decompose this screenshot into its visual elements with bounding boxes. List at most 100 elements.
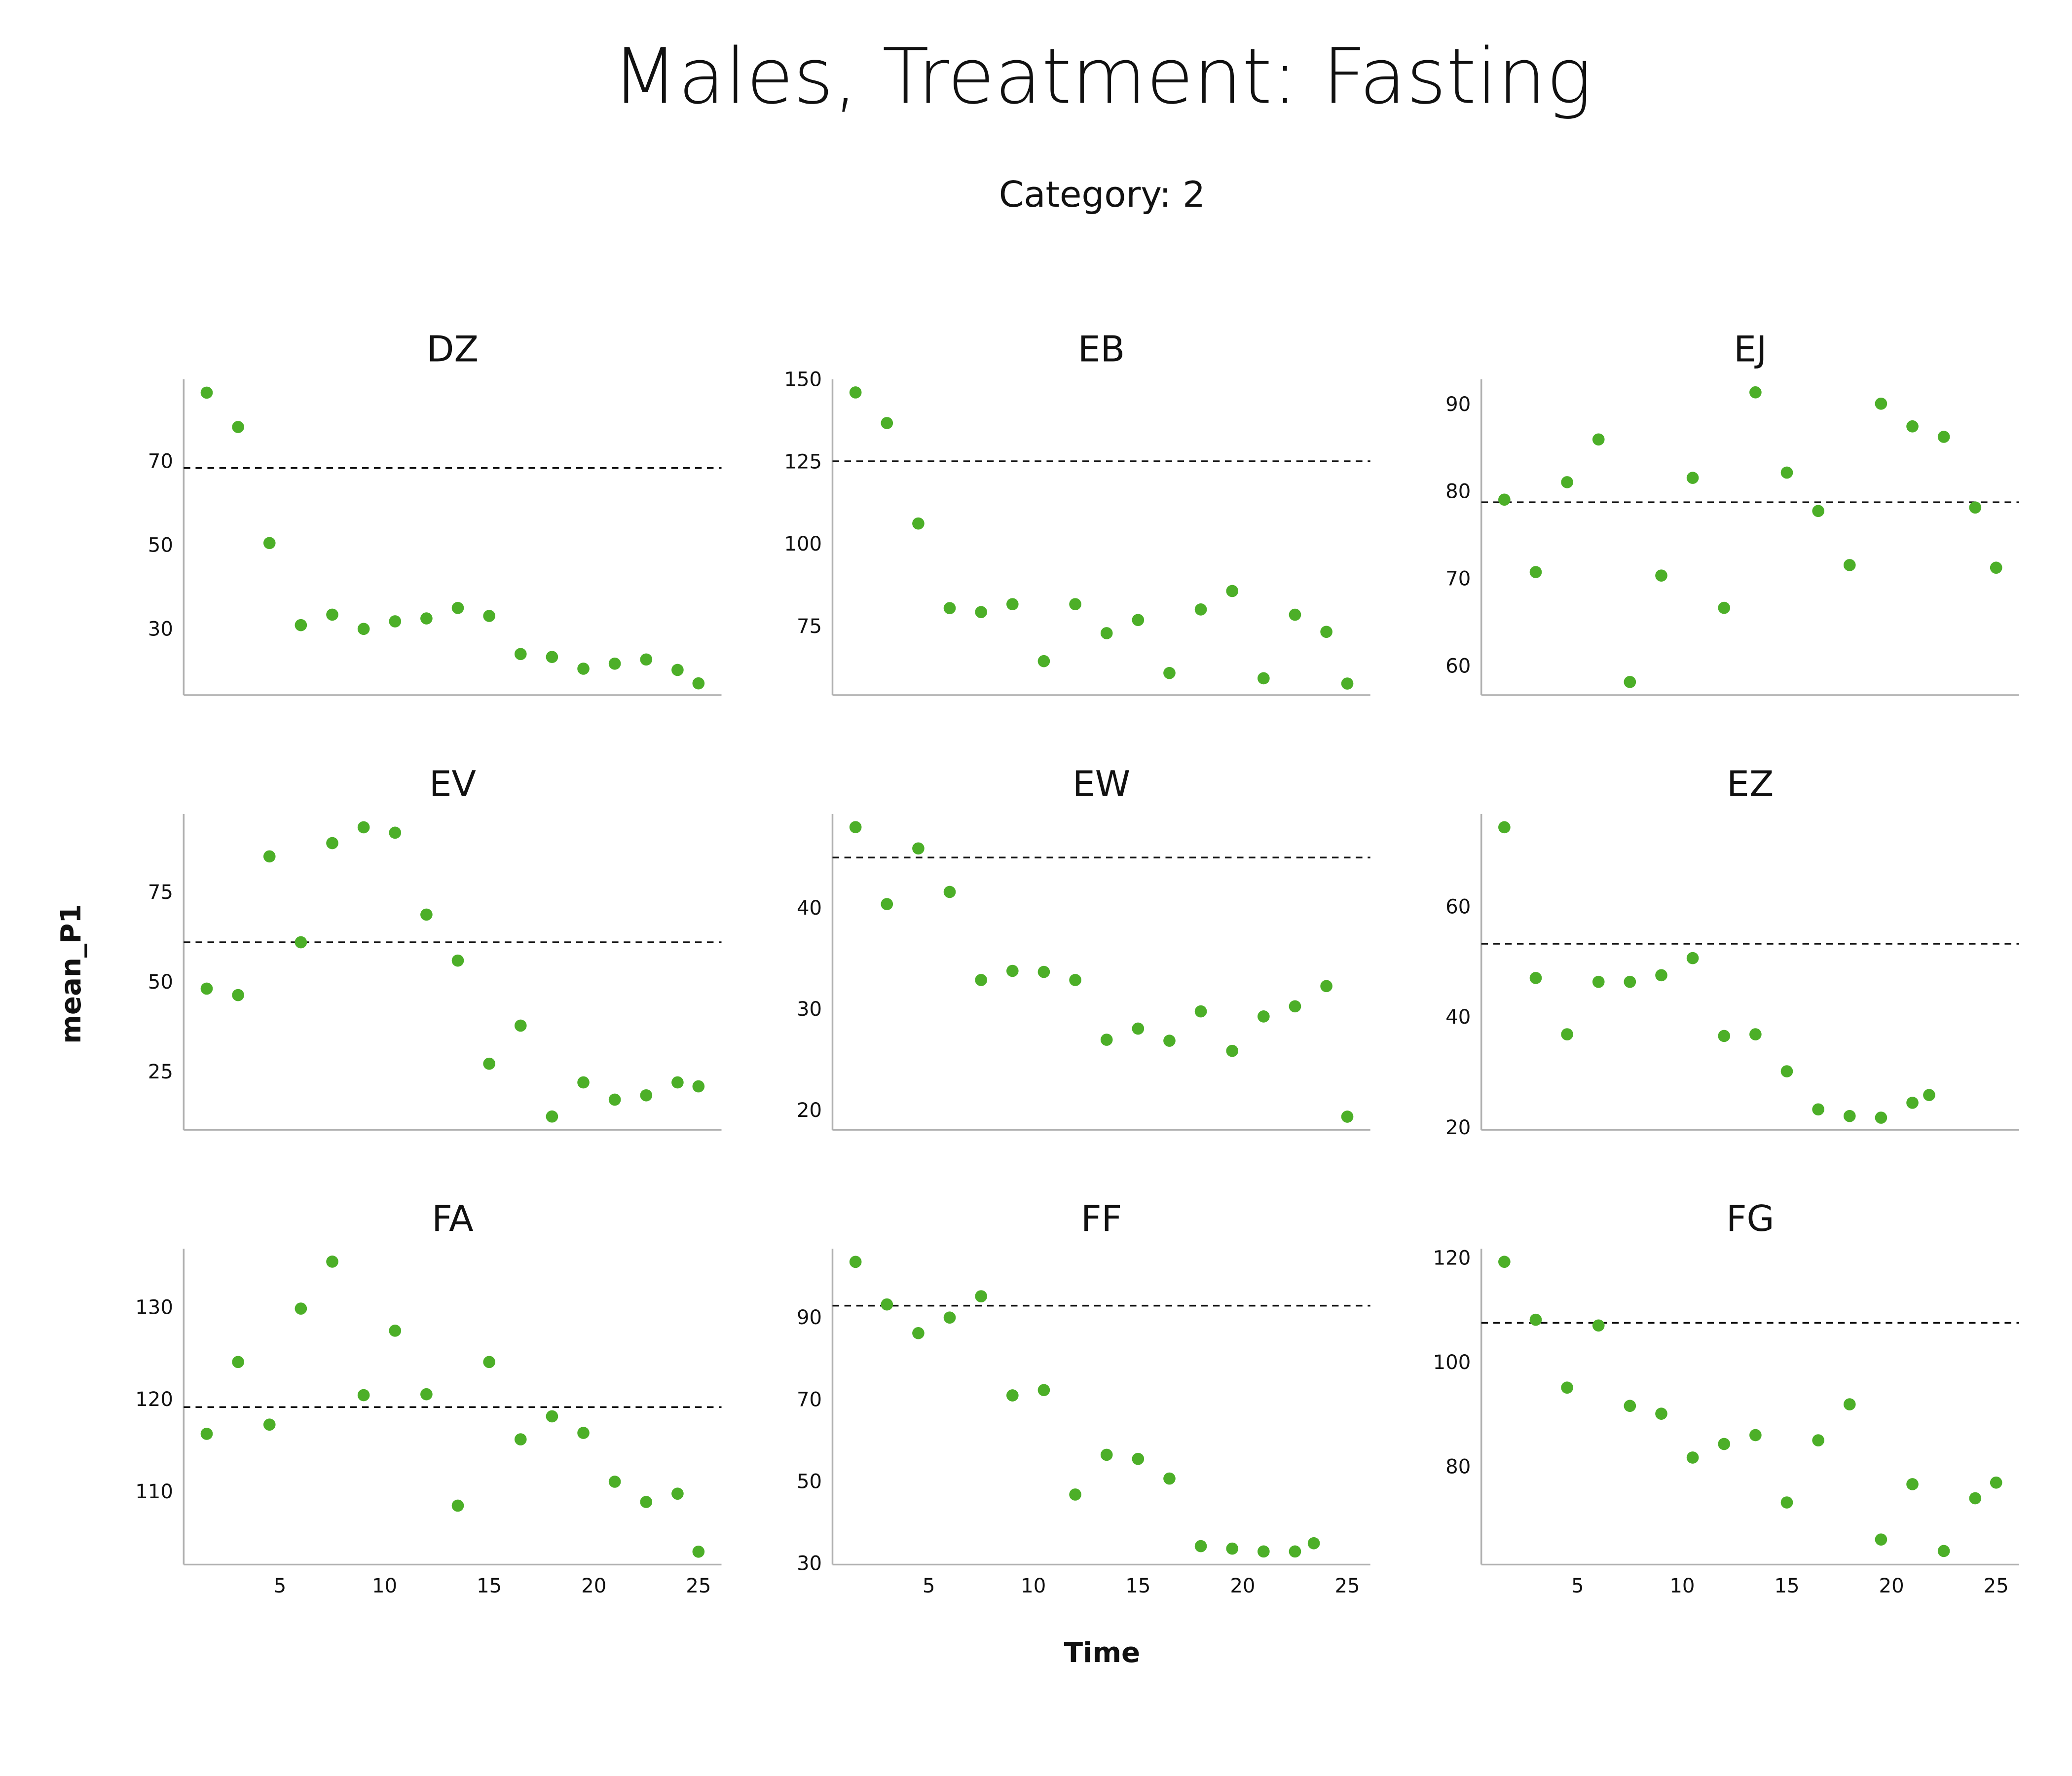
point <box>1006 964 1019 977</box>
point <box>943 1311 956 1324</box>
point <box>1592 433 1605 446</box>
point <box>1592 1319 1605 1332</box>
point <box>1655 1407 1667 1420</box>
y-tick-label: 120 <box>1433 1247 1471 1269</box>
point <box>389 826 402 839</box>
point <box>692 1545 705 1558</box>
point <box>1812 1103 1824 1116</box>
point <box>1749 1429 1762 1442</box>
point <box>1529 972 1542 984</box>
point <box>1780 1496 1793 1509</box>
point <box>881 1298 893 1311</box>
point <box>1100 1034 1113 1046</box>
point <box>232 1356 244 1369</box>
point <box>1812 505 1824 518</box>
y-tick-label: 50 <box>148 534 173 557</box>
point <box>881 898 893 910</box>
point <box>1561 476 1573 488</box>
point <box>1780 1065 1793 1077</box>
point <box>1226 1044 1239 1057</box>
point <box>514 1019 527 1032</box>
x-tick-label: 25 <box>686 1575 711 1597</box>
y-tick-label: 120 <box>135 1388 173 1411</box>
y-tick-label: 130 <box>135 1296 173 1319</box>
point <box>1561 1028 1573 1040</box>
point <box>1749 1028 1762 1040</box>
point <box>263 1418 276 1431</box>
point <box>1258 1545 1270 1558</box>
x-tick-label: 20 <box>581 1575 606 1597</box>
point <box>1812 1434 1824 1446</box>
point <box>1686 952 1699 964</box>
point <box>1289 608 1301 621</box>
point <box>514 648 527 661</box>
panel-title: EV <box>429 764 476 805</box>
point <box>1906 1097 1919 1109</box>
y-tick-label: 75 <box>148 881 173 904</box>
y-tick-label: 50 <box>797 1470 822 1493</box>
point <box>200 1428 213 1440</box>
point <box>608 657 621 670</box>
y-tick-label: 70 <box>797 1388 822 1411</box>
panel-title: FA <box>432 1198 473 1240</box>
point <box>1307 1537 1320 1550</box>
panel-title: EZ <box>1727 764 1774 805</box>
point <box>692 1080 705 1093</box>
point <box>1718 1438 1731 1450</box>
point <box>1937 1545 1950 1557</box>
point <box>483 1356 495 1369</box>
point <box>1498 1256 1511 1268</box>
y-tick-label: 100 <box>784 533 822 555</box>
y-tick-label: 20 <box>1445 1116 1471 1139</box>
x-tick-label: 15 <box>1125 1575 1150 1597</box>
point <box>1341 677 1354 690</box>
point <box>849 821 862 833</box>
point <box>849 386 862 399</box>
point <box>326 1256 338 1268</box>
point <box>577 1076 590 1089</box>
point <box>1843 1398 1856 1410</box>
point <box>451 602 464 614</box>
point <box>420 612 433 625</box>
point <box>1132 614 1145 627</box>
point <box>546 1410 558 1423</box>
point <box>1132 1452 1145 1465</box>
point <box>1289 1000 1301 1013</box>
y-tick-label: 60 <box>1445 895 1471 918</box>
point <box>1226 1542 1239 1555</box>
y-tick-label: 60 <box>1445 655 1471 677</box>
point <box>943 602 956 615</box>
point <box>1006 1389 1019 1402</box>
point <box>483 1057 495 1070</box>
x-tick-label: 20 <box>1879 1575 1904 1597</box>
point <box>849 1256 862 1268</box>
y-tick-label: 80 <box>1445 1456 1471 1479</box>
point <box>1100 627 1113 639</box>
point <box>1624 975 1636 988</box>
point <box>975 606 987 619</box>
point <box>451 954 464 967</box>
panel-title: EW <box>1073 764 1130 805</box>
point <box>975 1290 987 1302</box>
point <box>357 623 370 635</box>
point <box>1100 1448 1113 1461</box>
point <box>1320 980 1332 993</box>
point <box>1875 1111 1887 1124</box>
point <box>546 651 558 663</box>
point <box>1718 601 1731 614</box>
point <box>1655 969 1667 982</box>
x-tick-label: 5 <box>923 1575 935 1597</box>
y-tick-label: 90 <box>797 1306 822 1329</box>
point <box>1163 1472 1176 1485</box>
point <box>420 908 433 921</box>
point <box>608 1093 621 1106</box>
point <box>389 615 402 628</box>
y-tick-label: 70 <box>1445 567 1471 590</box>
point <box>1969 1492 1982 1505</box>
point <box>671 664 684 676</box>
point <box>514 1433 527 1445</box>
point <box>546 1110 558 1123</box>
point <box>1226 585 1239 597</box>
point <box>1037 1384 1050 1397</box>
